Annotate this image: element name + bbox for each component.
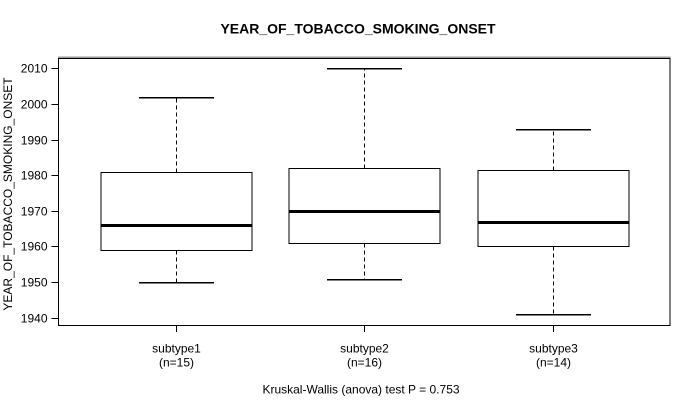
group-label: subtype1 [152, 342, 201, 356]
y-tick-label: 1970 [21, 205, 48, 219]
y-axis-ticks: 1940 1950 1960 1970 1980 1990 2000 2010 [21, 62, 59, 326]
iqr-box [100, 172, 253, 251]
caption: Kruskal-Wallis (anova) test P = 0.753 [262, 383, 459, 397]
boxes [100, 67, 630, 332]
y-tick-label: 2000 [21, 98, 48, 112]
x-axis-labels: subtype1(n=15) subtype2(n=16) subtype3(n=1… [152, 342, 578, 370]
y-tick-label: 1980 [21, 169, 48, 183]
group-count-label: (n=14) [536, 356, 571, 370]
y-tick-label: 2010 [21, 62, 48, 76]
group-label: subtype3 [529, 342, 578, 356]
y-tick-label: 1950 [21, 276, 48, 290]
iqr-box [288, 168, 441, 244]
iqr-box [477, 170, 630, 247]
group-count-label: (n=15) [159, 356, 194, 370]
chart-title: YEAR_OF_TOBACCO_SMOKING_ONSET [220, 21, 496, 37]
y-tick-label: 1960 [21, 240, 48, 254]
y-tick-label: 1990 [21, 134, 48, 148]
group-count-label: (n=16) [347, 356, 382, 370]
y-axis-title: YEAR_OF_TOBACCO_SMOKING_ONSET [1, 77, 15, 311]
y-tick-label: 1940 [21, 312, 48, 326]
group-label: subtype2 [340, 342, 389, 356]
